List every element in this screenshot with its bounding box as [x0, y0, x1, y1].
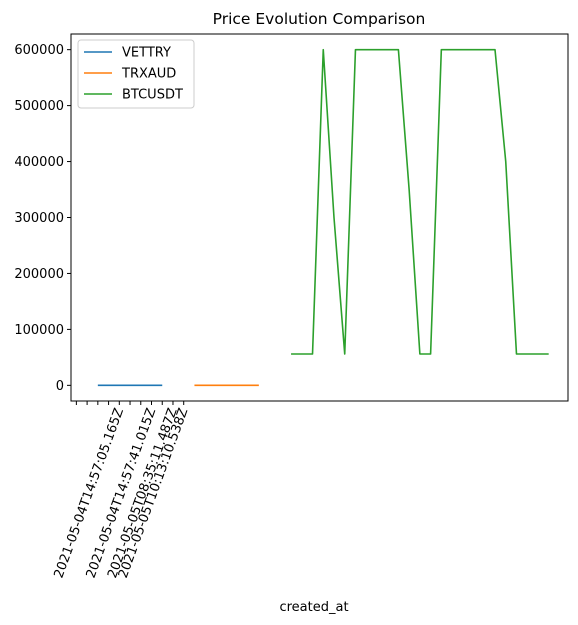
y-tick-label: 100000: [14, 323, 64, 338]
y-tick-label: 400000: [14, 155, 64, 170]
y-tick-label: 300000: [14, 211, 64, 226]
y-tick-label: 0: [56, 379, 64, 394]
legend-entry-label: TRXAUD: [121, 67, 176, 82]
legend-entry-label: BTCUSDT: [122, 88, 183, 103]
chart-title: Price Evolution Comparison: [213, 10, 426, 28]
y-axis: 0 100000 200000 300000 400000 500000 600000: [14, 43, 71, 394]
series-line-btcusdt: [291, 48, 549, 355]
legend: VETTRY TRXAUD BTCUSDT: [77, 39, 195, 109]
x-axis-label: created_at: [279, 600, 348, 615]
legend-box: [77, 39, 195, 109]
plot-frame: [70, 33, 569, 402]
legend-entry-label: VETTRY: [122, 46, 171, 61]
y-tick-label: 600000: [14, 43, 64, 58]
x-axis: 2021-05-04T14:57:05.165Z2021-05-04T14:57…: [51, 401, 191, 580]
y-tick-label: 500000: [14, 99, 64, 114]
plot-area: [97, 48, 549, 387]
y-tick-label: 200000: [14, 267, 64, 282]
